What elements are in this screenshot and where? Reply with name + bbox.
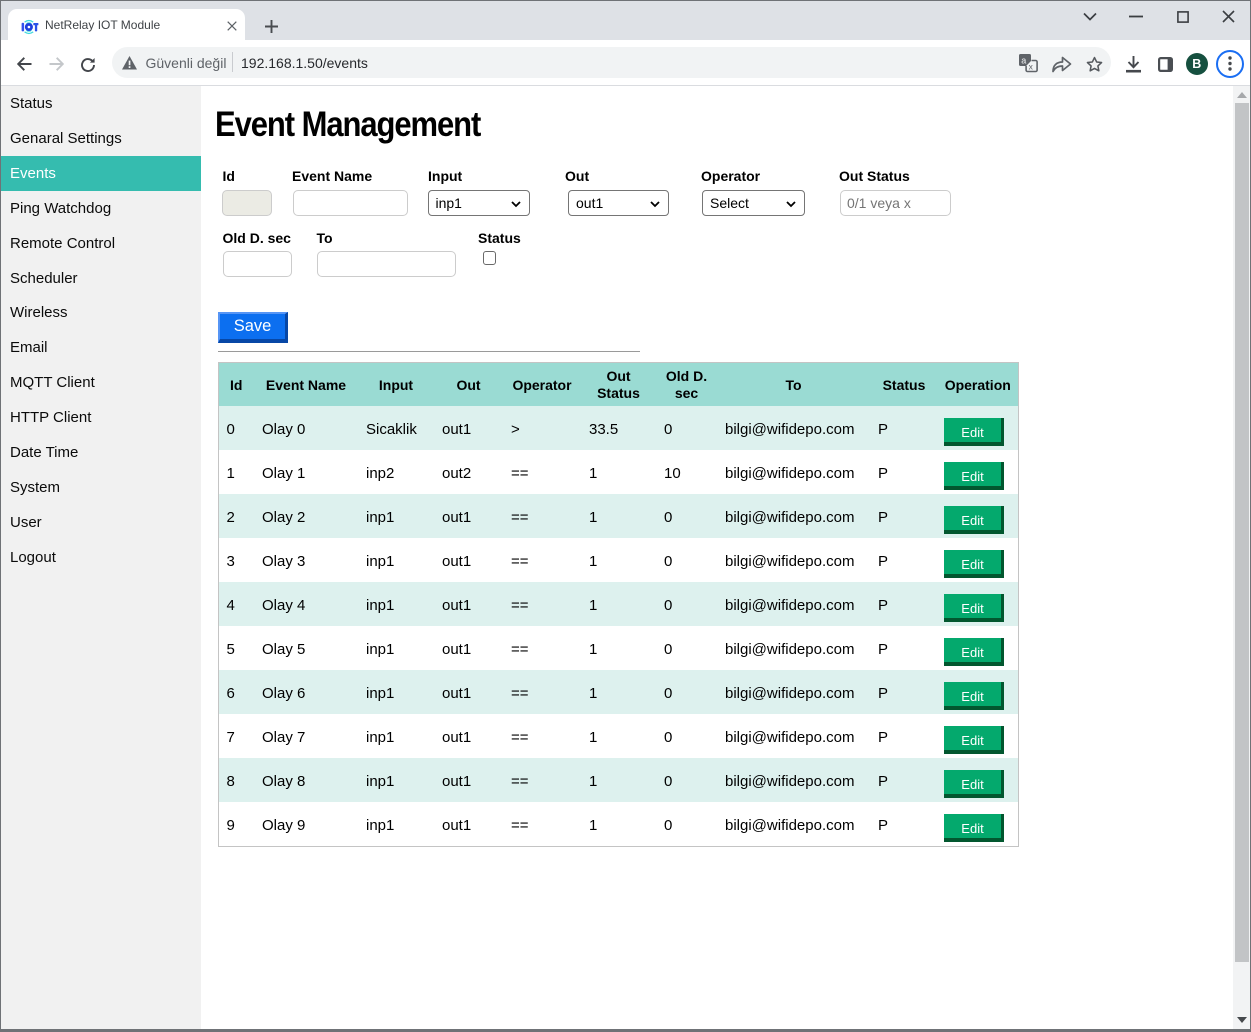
svg-text:a: a	[1021, 56, 1026, 66]
svg-text:x: x	[1029, 61, 1034, 71]
